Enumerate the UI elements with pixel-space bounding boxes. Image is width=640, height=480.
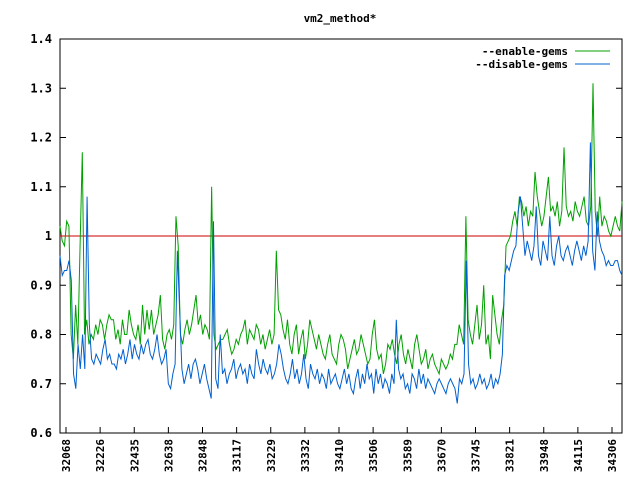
y-tick-label: 0.9	[30, 278, 52, 292]
y-tick-label: 1.3	[30, 81, 52, 95]
chart-title: vm2_method*	[304, 12, 377, 25]
x-tick-label: 33506	[367, 439, 380, 472]
legend-label: --disable-gems	[475, 58, 568, 71]
x-tick-label: 32068	[60, 439, 73, 472]
series-group	[59, 83, 623, 404]
x-tick-label: 33589	[401, 439, 414, 472]
x-tick-label: 32226	[94, 439, 107, 472]
x-tick-label: 33229	[265, 439, 278, 472]
legend: --enable-gems--disable-gems	[475, 45, 610, 71]
y-tick-label: 0.6	[30, 426, 52, 440]
x-tick-label: 33670	[435, 439, 448, 472]
x-tick-label: 33410	[333, 439, 346, 472]
y-tick-label: 1.2	[30, 131, 52, 145]
series-line-enable-gems	[59, 83, 623, 376]
x-tick-label: 33117	[231, 439, 244, 472]
x-tick-label: 32638	[162, 439, 175, 472]
y-tick-label: 0.8	[30, 328, 52, 342]
x-tick-label: 33948	[538, 439, 551, 472]
y-tick-label: 1	[45, 229, 52, 243]
axes: 0.6 0.7 0.8 0.9 1 1.1 1.2 1.3 1.4 32068 32226 32435…	[30, 32, 623, 472]
x-tick-label: 33332	[299, 439, 312, 472]
x-tick-label: 32435	[128, 439, 141, 472]
x-tick-label: 34115	[572, 439, 585, 472]
x-tick-label: 34306	[606, 439, 619, 472]
legend-label: --enable-gems	[482, 45, 568, 58]
x-tick-label: 33745	[470, 439, 483, 472]
y-tick-label: 1.1	[30, 180, 52, 194]
y-tick-label: 1.4	[30, 32, 52, 46]
y-tick-label: 0.7	[30, 377, 52, 391]
x-tick-label: 32848	[197, 439, 210, 472]
series-line-disable-gems	[59, 142, 623, 404]
x-tick-label: 33821	[504, 439, 517, 472]
